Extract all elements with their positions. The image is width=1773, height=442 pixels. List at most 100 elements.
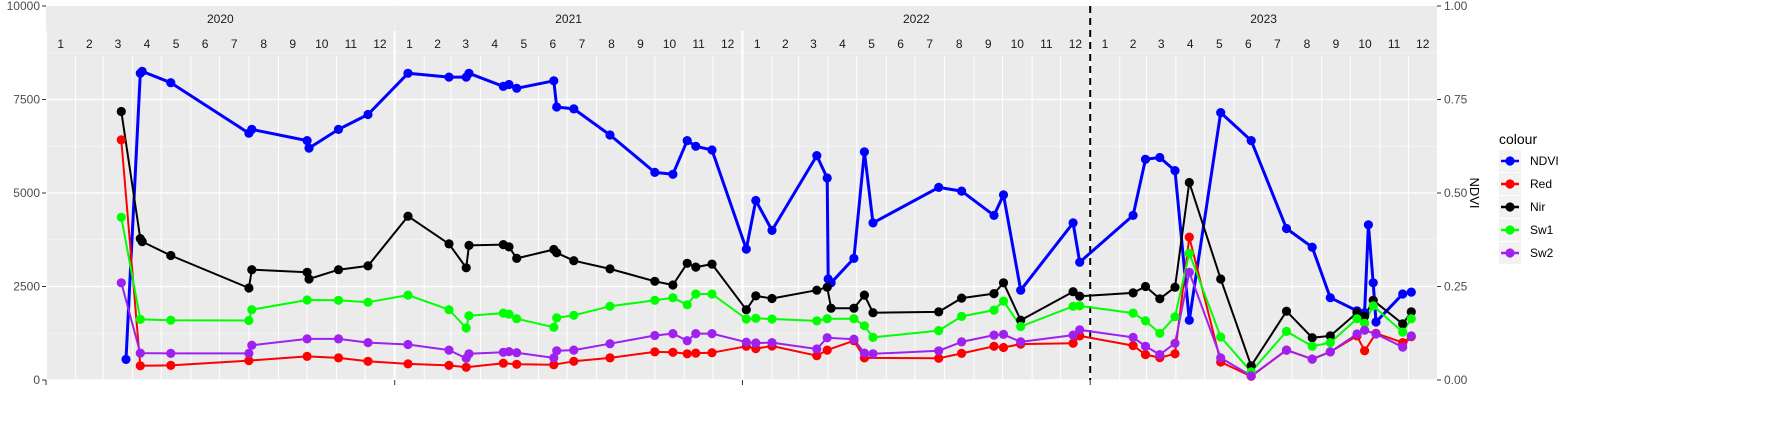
- y-right-tick-label: 0.00: [1444, 373, 1468, 387]
- month-label: 5: [520, 37, 527, 51]
- point-ndvi: [363, 109, 373, 120]
- point-sw2: [822, 333, 832, 343]
- legend-label-ndvi: NDVI: [1530, 154, 1559, 168]
- point-red: [605, 353, 615, 363]
- point-sw1: [1398, 327, 1408, 337]
- year-label: 2021: [555, 12, 582, 26]
- point-sw2: [605, 339, 615, 349]
- point-sw1: [512, 314, 522, 324]
- point-sw1: [333, 295, 344, 305]
- point-sw1: [868, 332, 878, 342]
- point-sw1: [998, 296, 1009, 306]
- point-nir: [1325, 331, 1335, 341]
- point-red: [569, 356, 579, 366]
- point-sw1: [302, 295, 312, 305]
- point-red: [116, 135, 126, 145]
- y-right-tick-label: 0.25: [1444, 280, 1468, 294]
- point-nir: [304, 274, 314, 284]
- month-label: 9: [637, 37, 644, 51]
- point-sw1: [1325, 338, 1335, 348]
- point-nir: [1140, 281, 1151, 292]
- point-nir: [849, 303, 859, 313]
- point-ndvi: [512, 83, 522, 93]
- y-right-tick-label: 0.75: [1444, 93, 1468, 107]
- point-sw2: [1170, 338, 1180, 348]
- point-nir: [552, 248, 562, 258]
- point-nir: [859, 290, 870, 300]
- point-sw1: [1360, 318, 1370, 328]
- point-ndvi: [403, 68, 413, 78]
- month-label: 11: [345, 37, 358, 51]
- month-label: 2: [1130, 37, 1137, 51]
- point-nir: [512, 253, 522, 263]
- point-sw1: [1281, 326, 1292, 336]
- y-left-tick-label: 7500: [13, 93, 40, 107]
- point-sw2: [135, 348, 145, 358]
- point-sw1: [116, 212, 126, 222]
- point-red: [957, 348, 967, 358]
- month-label: 1: [754, 37, 761, 51]
- point-sw2: [1075, 325, 1085, 335]
- point-sw1: [1352, 314, 1362, 324]
- point-red: [989, 341, 999, 351]
- month-label: 3: [810, 37, 817, 51]
- point-ndvi: [1368, 278, 1378, 288]
- legend: colour NDVI Red Nir Sw1 Sw2: [1499, 131, 1559, 264]
- point-sw1: [464, 311, 474, 321]
- point-nir: [868, 308, 878, 318]
- point-sw1: [244, 315, 254, 326]
- point-red: [333, 353, 344, 363]
- point-red: [650, 347, 660, 357]
- point-nir: [504, 242, 514, 252]
- point-ndvi: [333, 124, 344, 134]
- point-sw1: [166, 315, 176, 325]
- point-sw1: [1307, 341, 1317, 351]
- point-red: [1184, 232, 1194, 242]
- point-nir: [1406, 307, 1416, 317]
- point-sw1: [707, 289, 717, 299]
- point-red: [403, 359, 413, 369]
- point-ndvi: [751, 195, 761, 206]
- point-ndvi: [1371, 317, 1381, 327]
- point-nir: [1075, 291, 1085, 301]
- point-sw1: [822, 314, 832, 324]
- point-sw2: [1360, 325, 1370, 335]
- point-nir: [650, 276, 660, 286]
- point-red: [302, 351, 312, 361]
- point-sw2: [859, 348, 870, 358]
- point-sw1: [741, 314, 751, 324]
- month-label: 9: [289, 37, 296, 51]
- point-ndvi: [1128, 210, 1138, 220]
- point-nir: [1281, 306, 1292, 316]
- point-ndvi: [650, 167, 660, 177]
- point-nir: [822, 282, 832, 292]
- point-sw2: [707, 329, 717, 339]
- point-sw2: [812, 344, 822, 354]
- point-ndvi: [998, 190, 1009, 200]
- year-label: 2020: [207, 12, 234, 26]
- point-ndvi: [605, 130, 615, 140]
- point-ndvi: [304, 143, 314, 153]
- point-sw2: [682, 336, 692, 346]
- legend-key-point: [1505, 248, 1515, 258]
- point-ndvi: [552, 102, 562, 112]
- point-red: [1128, 341, 1138, 351]
- month-label: 2: [782, 37, 789, 51]
- month-label: 2: [434, 37, 441, 51]
- point-sw1: [461, 323, 471, 333]
- month-label: 7: [1274, 37, 1281, 51]
- point-sw2: [512, 348, 522, 358]
- point-nir: [1016, 315, 1026, 325]
- legend-label-nir: Nir: [1530, 200, 1545, 214]
- point-ndvi: [859, 147, 870, 157]
- point-nir: [244, 283, 254, 293]
- month-label: 3: [115, 37, 122, 51]
- point-sw2: [849, 334, 859, 344]
- month-label: 5: [868, 37, 875, 51]
- legend-label-sw2: Sw2: [1530, 246, 1554, 260]
- point-sw2: [1155, 350, 1165, 360]
- point-red: [812, 351, 822, 361]
- point-sw1: [1368, 301, 1378, 311]
